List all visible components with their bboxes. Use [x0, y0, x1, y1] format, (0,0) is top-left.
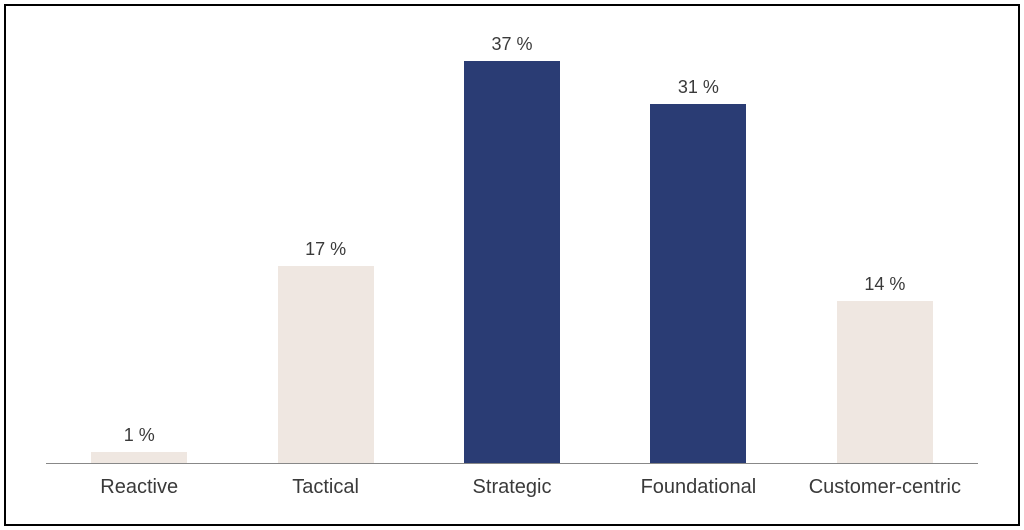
- x-axis-label: Customer-centric: [792, 466, 978, 499]
- bar-slot: 37 %: [419, 34, 605, 464]
- plot-area: 1 % 17 % 37 % 31 % 14 %: [46, 34, 978, 464]
- bar-rect: [837, 301, 933, 464]
- bar-slot: 14 %: [792, 34, 978, 464]
- x-axis-label: Foundational: [605, 466, 791, 499]
- bars-row: 1 % 17 % 37 % 31 % 14 %: [46, 34, 978, 464]
- x-axis-label: Reactive: [46, 466, 232, 499]
- x-axis-label: Strategic: [419, 466, 605, 499]
- bar-rect: [278, 266, 374, 464]
- bar-value-label: 17 %: [305, 239, 346, 260]
- bar-slot: 31 %: [605, 34, 791, 464]
- bar-slot: 1 %: [46, 34, 232, 464]
- bar-value-label: 31 %: [678, 77, 719, 98]
- bar-value-label: 1 %: [124, 425, 155, 446]
- x-axis-label: Tactical: [232, 466, 418, 499]
- bar-value-label: 37 %: [492, 34, 533, 55]
- x-labels-row: Reactive Tactical Strategic Foundational…: [46, 466, 978, 524]
- bar-rect: [464, 61, 560, 464]
- bar-slot: 17 %: [232, 34, 418, 464]
- x-axis-baseline: [46, 463, 978, 464]
- bar-rect: [650, 104, 746, 464]
- bar-value-label: 14 %: [864, 274, 905, 295]
- chart-frame: 1 % 17 % 37 % 31 % 14 % Reactive: [4, 4, 1020, 526]
